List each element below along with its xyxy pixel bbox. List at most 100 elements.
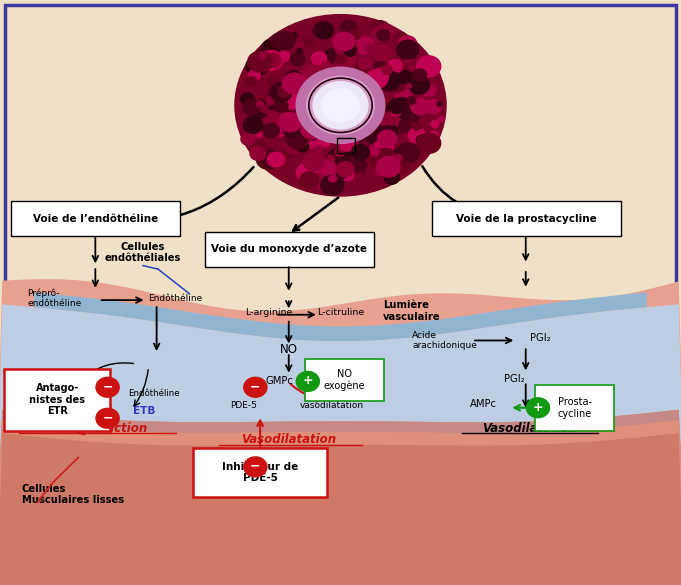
Circle shape [256,131,264,137]
Circle shape [377,29,390,41]
Circle shape [366,105,381,118]
Circle shape [345,88,353,95]
Circle shape [348,130,357,137]
Circle shape [366,122,379,133]
Circle shape [312,174,327,187]
Circle shape [306,76,375,135]
Text: Voie de l’endôthéline: Voie de l’endôthéline [33,214,158,224]
Circle shape [396,143,419,163]
Text: vasodilatation: vasodilatation [300,401,364,411]
Circle shape [268,95,280,105]
Circle shape [315,172,338,191]
Circle shape [336,161,353,177]
Circle shape [278,51,290,61]
Circle shape [330,82,336,88]
Text: Prosta-
cycline: Prosta- cycline [558,397,592,418]
Circle shape [416,135,426,144]
Circle shape [328,125,345,140]
Circle shape [343,139,350,145]
Circle shape [408,76,430,94]
Circle shape [375,86,383,92]
Circle shape [409,66,415,71]
Circle shape [311,173,328,188]
Circle shape [291,71,311,90]
Circle shape [337,80,344,85]
Circle shape [300,85,321,104]
Circle shape [304,37,315,47]
Circle shape [405,84,412,89]
Text: ETA: ETA [39,374,61,384]
Circle shape [345,73,355,81]
Circle shape [313,29,319,33]
Circle shape [425,99,441,113]
Circle shape [350,94,370,112]
Circle shape [273,119,293,136]
Circle shape [408,128,426,143]
Circle shape [356,108,373,122]
FancyBboxPatch shape [11,201,180,236]
Circle shape [398,36,417,52]
Text: −: − [102,380,113,393]
Circle shape [352,102,363,112]
Circle shape [351,144,369,160]
Text: Antago-
nistes des
ETR: Antago- nistes des ETR [29,383,85,416]
Circle shape [339,52,355,66]
Circle shape [340,118,355,131]
Text: Endôthéline: Endôthéline [128,388,180,398]
Circle shape [353,87,362,94]
Circle shape [363,85,384,103]
Circle shape [270,83,292,102]
Circle shape [368,45,381,56]
Circle shape [368,146,379,156]
Circle shape [404,55,412,61]
Circle shape [350,95,368,111]
Circle shape [400,39,416,53]
Circle shape [296,49,303,54]
Circle shape [407,97,416,104]
Circle shape [321,139,330,147]
Circle shape [242,99,261,115]
Circle shape [366,44,379,55]
Circle shape [289,82,306,97]
Circle shape [377,71,400,91]
Circle shape [334,115,342,122]
Circle shape [316,66,335,82]
Circle shape [309,121,333,141]
Circle shape [398,71,414,84]
Circle shape [296,115,312,129]
Circle shape [346,80,358,90]
Circle shape [371,27,388,42]
Circle shape [374,45,392,60]
Circle shape [390,106,401,116]
Circle shape [351,111,366,124]
Circle shape [437,102,443,106]
Circle shape [350,79,361,88]
Circle shape [308,77,329,94]
Circle shape [333,32,355,51]
Circle shape [423,86,435,97]
Text: Lumière
vasculaire: Lumière vasculaire [383,301,441,322]
Circle shape [306,68,326,85]
Circle shape [320,139,329,147]
Circle shape [427,84,437,93]
Circle shape [320,103,332,113]
Circle shape [338,90,353,103]
Circle shape [311,105,331,122]
Circle shape [291,71,298,77]
Circle shape [297,106,314,121]
Circle shape [321,89,360,122]
Circle shape [318,101,340,121]
Circle shape [335,148,345,157]
Circle shape [327,148,351,168]
Polygon shape [0,410,681,467]
Circle shape [338,139,347,147]
Circle shape [285,144,300,157]
Circle shape [377,126,398,143]
Circle shape [330,85,349,102]
Circle shape [336,132,358,150]
Circle shape [385,76,398,88]
Circle shape [328,126,336,133]
FancyBboxPatch shape [305,359,384,401]
Circle shape [355,79,364,87]
Circle shape [336,55,345,63]
